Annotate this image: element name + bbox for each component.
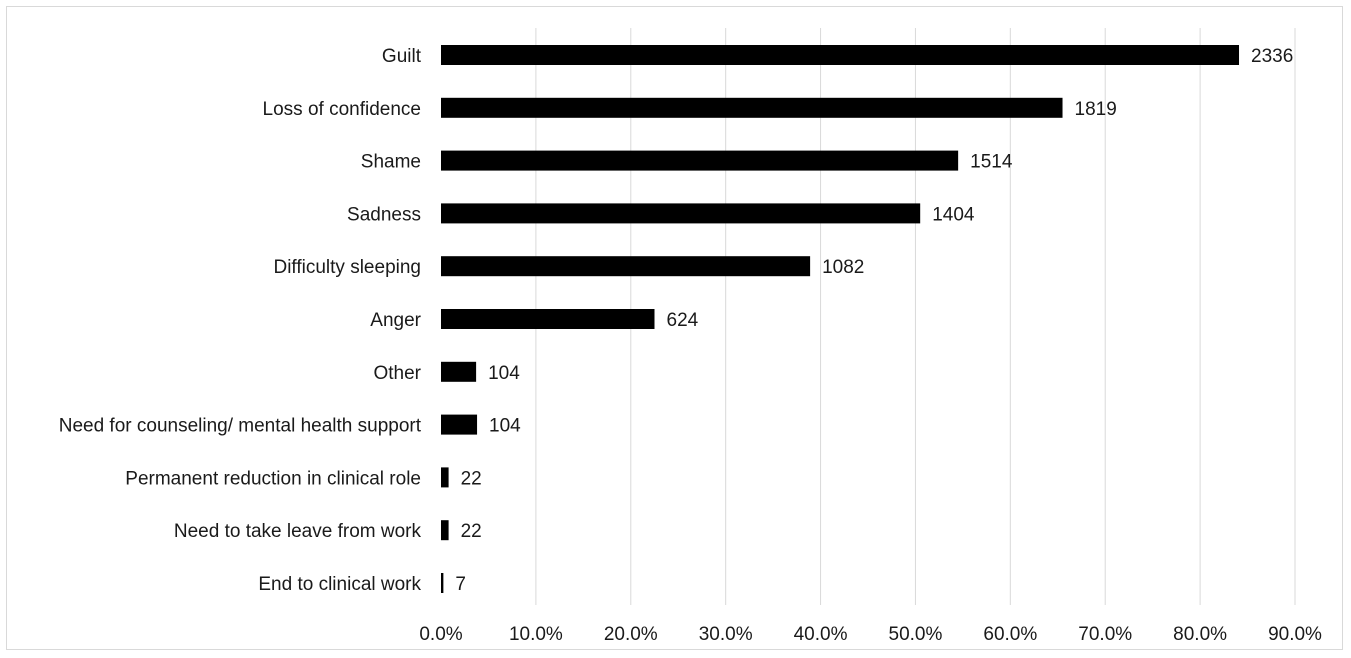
category-label: Shame — [361, 152, 421, 173]
x-tick-label: 80.0% — [1173, 624, 1227, 645]
category-label: Guilt — [382, 46, 422, 67]
x-tick-label: 40.0% — [794, 624, 848, 645]
category-label: Other — [373, 363, 421, 384]
bar — [441, 150, 959, 171]
category-label: Need for counseling/ mental health suppo… — [59, 416, 422, 437]
data-label: 104 — [489, 416, 521, 437]
category-label: Anger — [370, 310, 421, 331]
bar — [441, 256, 811, 277]
x-tick-label: 70.0% — [1078, 624, 1132, 645]
category-label: Difficulty sleeping — [273, 257, 421, 278]
x-tick-label: 10.0% — [509, 624, 563, 645]
data-label: 1819 — [1075, 99, 1117, 120]
data-label: 104 — [488, 363, 520, 384]
bar — [441, 520, 449, 541]
data-label: 2336 — [1251, 46, 1293, 67]
category-label: Need to take leave from work — [174, 521, 422, 542]
bar — [441, 97, 1063, 118]
x-tick-label: 20.0% — [604, 624, 658, 645]
data-label: 1514 — [970, 152, 1013, 173]
category-label: Permanent reduction in clinical role — [125, 468, 421, 489]
data-label: 1082 — [822, 257, 864, 278]
bar — [441, 467, 449, 488]
category-label: End to clinical work — [258, 574, 421, 595]
data-label: 7 — [455, 574, 466, 595]
bar — [441, 573, 444, 593]
data-label: 22 — [461, 468, 482, 489]
x-tick-label: 30.0% — [699, 624, 753, 645]
category-label: Sadness — [347, 204, 421, 225]
bar — [441, 203, 921, 224]
x-tick-label: 60.0% — [983, 624, 1037, 645]
x-tick-label: 0.0% — [419, 624, 462, 645]
x-tick-label: 90.0% — [1268, 624, 1322, 645]
category-label: Loss of confidence — [263, 99, 421, 120]
bar — [441, 361, 477, 382]
bar — [441, 414, 478, 435]
data-label: 22 — [461, 521, 482, 542]
x-tick-label: 50.0% — [889, 624, 943, 645]
bar — [441, 45, 1240, 65]
bar — [441, 309, 655, 329]
data-label: 1404 — [932, 204, 975, 225]
data-label: 624 — [667, 310, 699, 331]
